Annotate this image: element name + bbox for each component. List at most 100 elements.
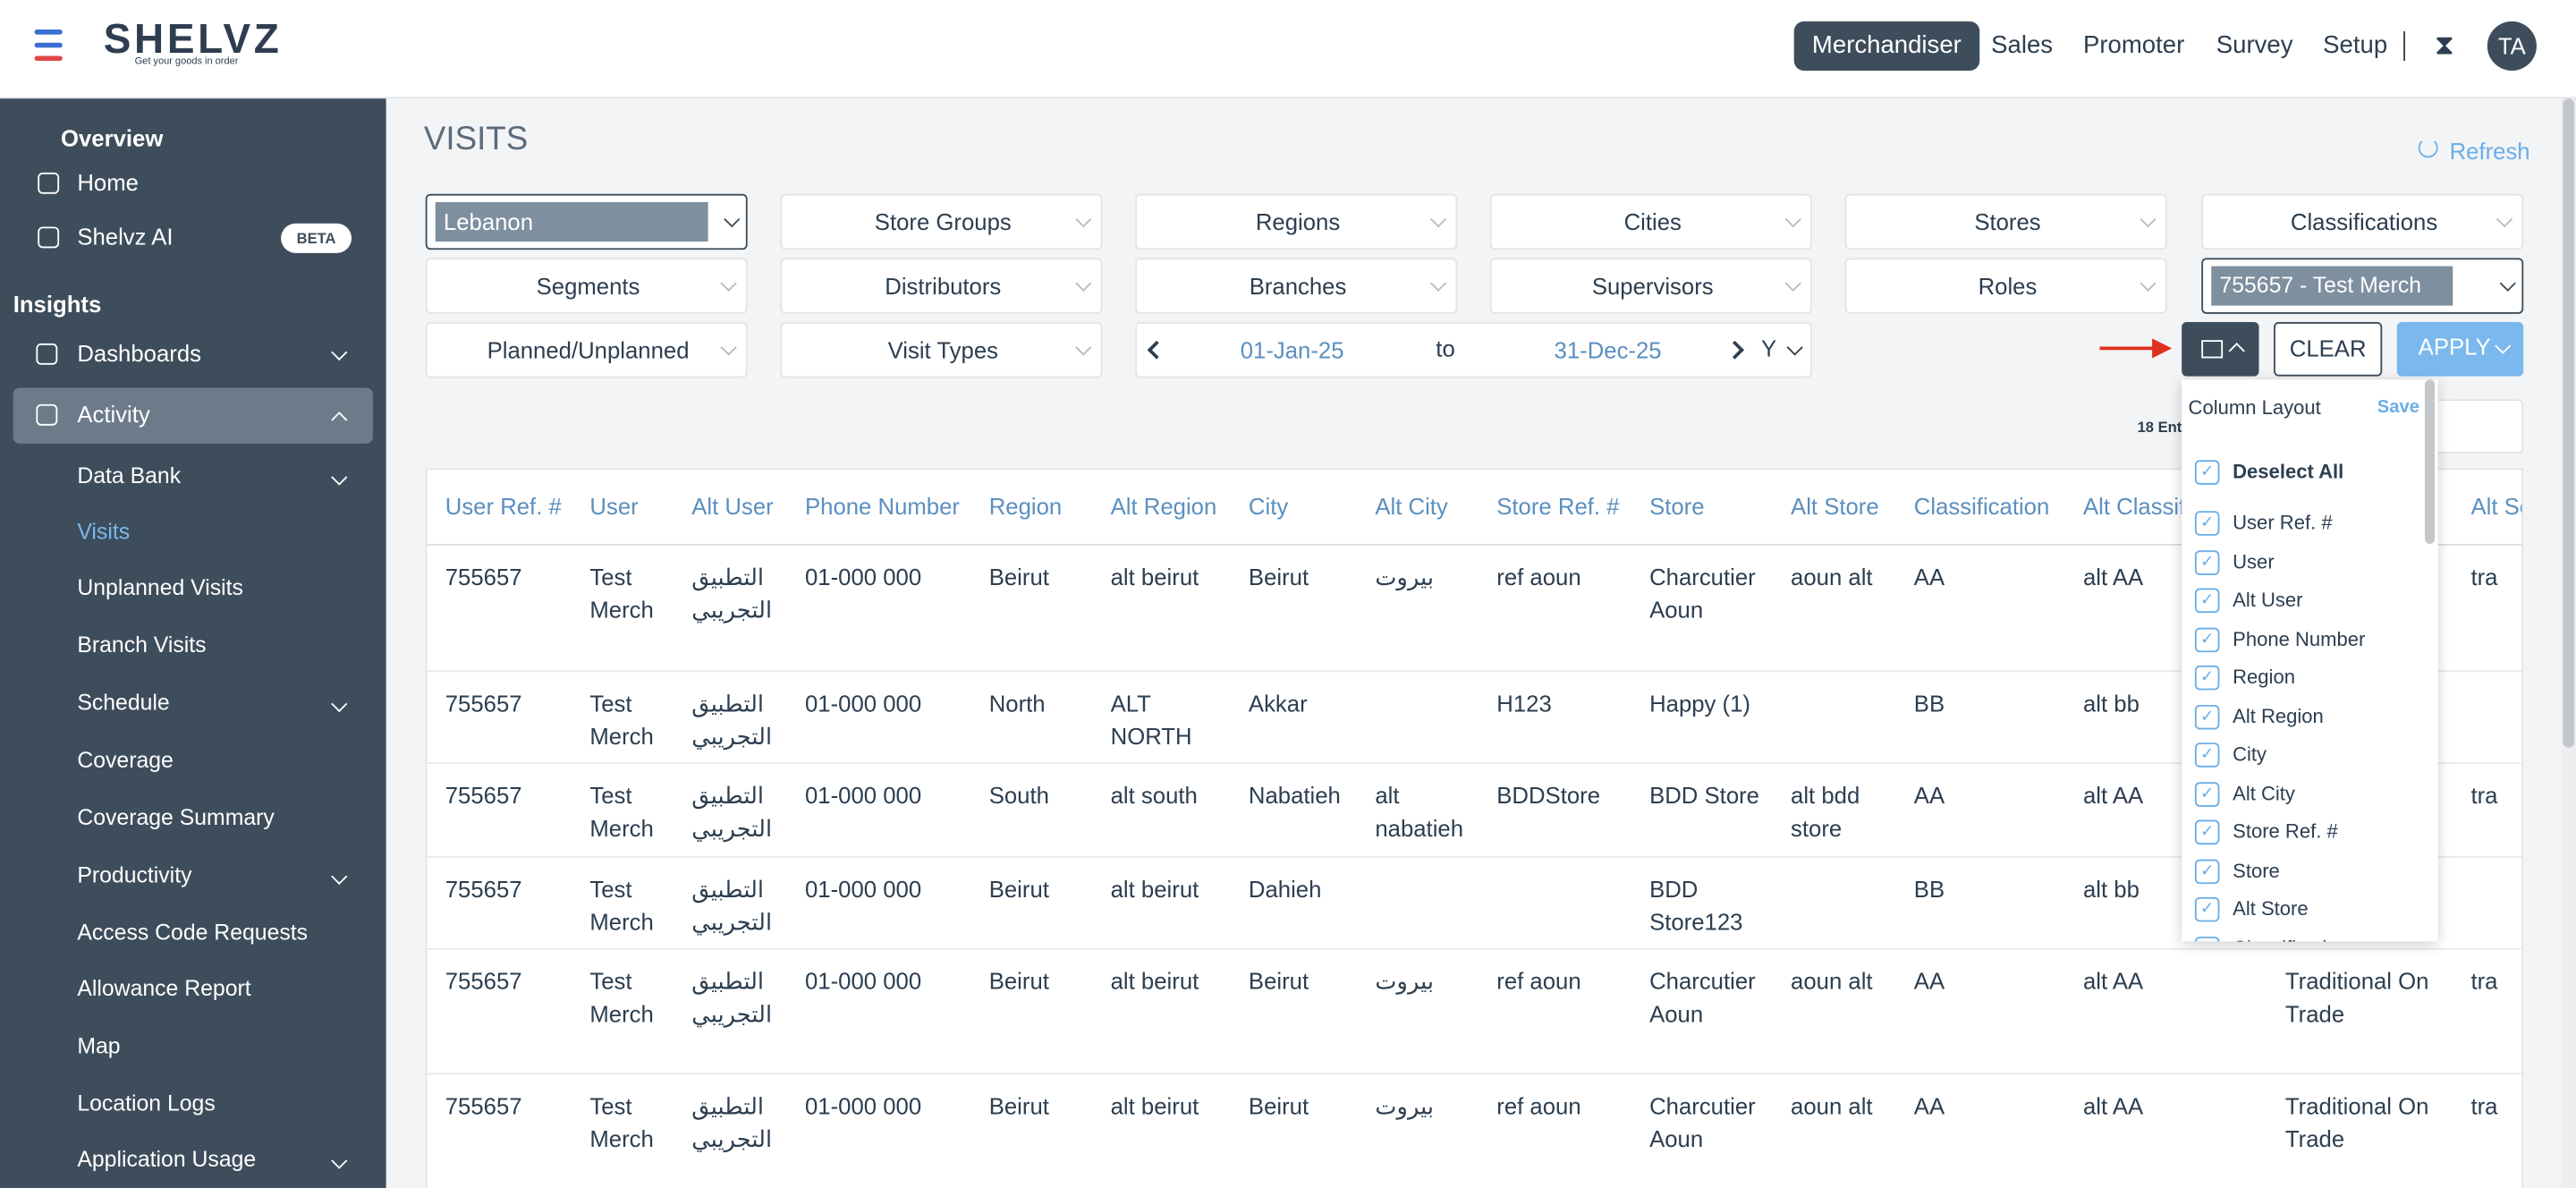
filter[interactable]: Planned/Unplanned xyxy=(425,322,748,378)
refresh-icon[interactable] xyxy=(2418,138,2438,158)
checkbox[interactable]: ✓ xyxy=(2194,819,2220,845)
checkbox[interactable]: ✓ xyxy=(2194,781,2220,806)
column-option[interactable]: City xyxy=(2233,742,2267,766)
filter[interactable]: Visit Types xyxy=(780,322,1103,378)
sidebar-subitem[interactable]: Location Logs xyxy=(77,1090,216,1116)
section-title: Overview xyxy=(60,124,164,151)
sidebar-subitem[interactable]: Unplanned Visits xyxy=(77,574,243,600)
page-title: VISITS xyxy=(423,121,529,158)
cell: alt south xyxy=(1110,782,1198,809)
column-option[interactable]: Alt City xyxy=(2233,781,2295,805)
filter[interactable]: Store Groups xyxy=(780,193,1103,250)
country-filter[interactable]: Lebanon xyxy=(425,193,748,250)
checkbox[interactable]: ✓ xyxy=(2194,742,2220,768)
sidebar-subitem[interactable]: Allowance Report xyxy=(77,976,251,1001)
next[interactable] xyxy=(1725,340,1744,360)
checkbox[interactable]: ✓ xyxy=(2194,936,2220,942)
chip: Lebanon xyxy=(435,201,708,242)
sidebar-item[interactable]: Activity xyxy=(77,401,150,428)
nav-icon xyxy=(36,343,58,365)
avatar[interactable]: TA xyxy=(2487,21,2537,71)
cell: tra xyxy=(2470,564,2498,590)
cell: South xyxy=(988,782,1049,809)
nav-item[interactable]: Merchandiser xyxy=(1793,21,1980,71)
sidebar-subitem[interactable]: Schedule xyxy=(77,690,170,715)
layout-icon xyxy=(2201,340,2224,359)
hourglass[interactable]: ⧗ xyxy=(2435,30,2454,61)
sidebar-item[interactable]: Dashboards xyxy=(77,340,202,367)
column-header: Alt Store xyxy=(1791,493,1879,520)
cell: alt bb xyxy=(2082,875,2140,903)
filter[interactable]: Segments xyxy=(425,258,748,314)
cell: alt beirut xyxy=(1110,564,1199,590)
nav-icon xyxy=(38,172,60,194)
filter[interactable]: Cities xyxy=(1489,193,1812,250)
sidebar-subitem[interactable]: Data Bank xyxy=(77,462,182,488)
cell: alt bb xyxy=(2082,690,2140,717)
checkbox[interactable]: ✓ xyxy=(2194,588,2220,614)
sidebar-subitem[interactable]: Productivity xyxy=(77,862,192,887)
column-option[interactable]: Alt Region xyxy=(2233,704,2324,727)
sidebar-subitem[interactable]: Coverage xyxy=(77,747,174,773)
checkbox[interactable]: ✓ xyxy=(2194,460,2220,485)
sidebar-subitem[interactable]: Branch Visits xyxy=(77,632,207,658)
filter[interactable]: Regions xyxy=(1135,193,1458,250)
column-option[interactable]: User Ref. # xyxy=(2233,511,2333,534)
column-option[interactable]: Phone Number xyxy=(2233,626,2366,650)
checkbox[interactable]: ✓ xyxy=(2194,665,2220,691)
nav-item[interactable]: Sales xyxy=(1991,30,2054,60)
filter-label: Classifications xyxy=(2290,208,2438,235)
checkbox[interactable]: ✓ xyxy=(2194,549,2220,574)
column-option[interactable]: Region xyxy=(2233,665,2295,689)
sidebar-item[interactable]: Shelvz AI xyxy=(77,223,174,250)
filter[interactable]: Roles xyxy=(1844,258,2167,314)
cell: Nabatieh xyxy=(1248,782,1341,809)
sidebar-subitem[interactable]: Access Code Requests xyxy=(77,920,309,946)
cell: ref aoun xyxy=(1496,1092,1581,1119)
clear-button[interactable]: CLEAR xyxy=(2274,322,2383,377)
column-option[interactable]: Store xyxy=(2233,858,2280,882)
sidebar-subitem[interactable]: Map xyxy=(77,1033,121,1058)
checkbox[interactable]: ✓ xyxy=(2194,511,2220,536)
column-option[interactable]: Store Ref. # xyxy=(2233,819,2338,844)
refresh[interactable]: Refresh xyxy=(2449,138,2530,165)
nav-item[interactable]: Promoter xyxy=(2082,30,2185,60)
date-range[interactable]: 01-Jan-25 to 31-Dec-25 Y xyxy=(1135,322,1812,378)
nav-item[interactable]: Survey xyxy=(2216,30,2293,60)
layout-button[interactable] xyxy=(2182,322,2259,377)
cell: alt beirut xyxy=(1110,967,1199,995)
cell: 01-000 000 xyxy=(805,690,922,717)
checkbox[interactable]: ✓ xyxy=(2194,896,2220,922)
period[interactable]: Y xyxy=(1760,335,1777,362)
arrow xyxy=(2099,338,2173,359)
header-line xyxy=(427,543,2522,546)
column-option[interactable]: Alt Store xyxy=(2233,896,2309,921)
column-option[interactable]: Deselect All xyxy=(2233,460,2344,484)
menu-icon[interactable] xyxy=(34,30,63,35)
cell: aoun alt xyxy=(1791,1092,1873,1119)
column-option[interactable]: User xyxy=(2233,549,2275,573)
user-filter[interactable]: 755657 - Test Merch xyxy=(2201,258,2524,314)
cell: التطبيق التجريبي xyxy=(691,564,773,624)
column-option[interactable]: Alt User xyxy=(2233,588,2303,612)
save[interactable]: Save xyxy=(2377,397,2419,418)
checkbox[interactable]: ✓ xyxy=(2194,704,2220,729)
cell: Beirut xyxy=(1248,967,1309,995)
apply-button[interactable]: APPLY xyxy=(2396,322,2524,377)
filter[interactable]: Branches xyxy=(1135,258,1458,314)
cell: alt AA xyxy=(2082,1092,2144,1119)
nav-item[interactable]: Setup xyxy=(2323,30,2388,60)
filter[interactable]: Supervisors xyxy=(1489,258,1812,314)
filter[interactable]: Distributors xyxy=(780,258,1103,314)
column-option[interactable]: Classification xyxy=(2233,936,2349,941)
sidebar-subitem[interactable]: Visits xyxy=(77,519,131,544)
prev[interactable] xyxy=(1147,340,1166,360)
filter[interactable]: Classifications xyxy=(2201,193,2524,250)
checkbox[interactable]: ✓ xyxy=(2194,858,2220,884)
sidebar-item[interactable]: Home xyxy=(77,169,139,196)
sidebar-subitem[interactable]: Application Usage xyxy=(77,1147,257,1172)
logo[interactable]: SHELVZ xyxy=(103,16,283,63)
sidebar-subitem[interactable]: Coverage Summary xyxy=(77,805,275,830)
checkbox[interactable]: ✓ xyxy=(2194,626,2220,652)
filter[interactable]: Stores xyxy=(1844,193,2167,250)
